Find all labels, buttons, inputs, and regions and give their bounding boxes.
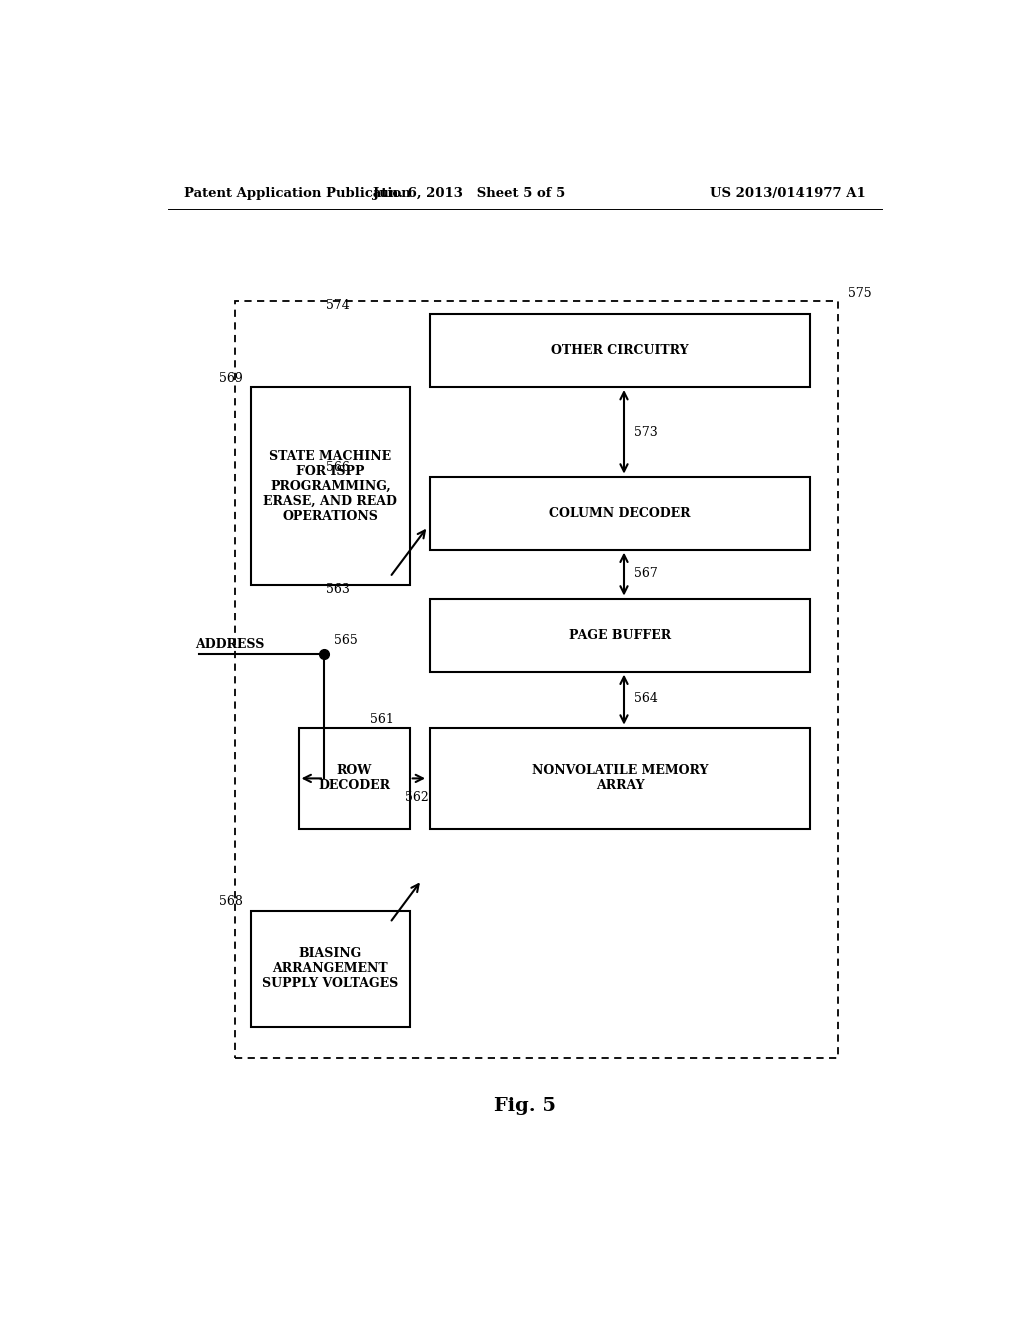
Bar <box>430 477 811 549</box>
Text: 567: 567 <box>634 568 657 581</box>
Text: 564: 564 <box>634 692 657 705</box>
Text: 573: 573 <box>634 426 657 438</box>
Text: 565: 565 <box>334 634 357 647</box>
Bar <box>299 727 410 829</box>
Text: 574: 574 <box>327 298 350 312</box>
Bar <box>251 387 410 585</box>
Text: COLUMN DECODER: COLUMN DECODER <box>549 507 691 520</box>
Bar <box>251 911 410 1027</box>
Text: 561: 561 <box>370 713 394 726</box>
Bar <box>430 727 811 829</box>
Text: STATE MACHINE
FOR ISPP
PROGRAMMING,
ERASE, AND READ
OPERATIONS: STATE MACHINE FOR ISPP PROGRAMMING, ERAS… <box>263 450 397 523</box>
Text: ROW
DECODER: ROW DECODER <box>318 764 390 792</box>
Text: 569: 569 <box>219 372 243 385</box>
Text: NONVOLATILE MEMORY
ARRAY: NONVOLATILE MEMORY ARRAY <box>531 764 709 792</box>
Text: 575: 575 <box>848 286 871 300</box>
Text: ADDRESS: ADDRESS <box>196 639 265 651</box>
Text: PAGE BUFFER: PAGE BUFFER <box>569 628 671 642</box>
Text: 568: 568 <box>219 895 243 908</box>
Text: Patent Application Publication: Patent Application Publication <box>183 187 411 201</box>
Bar <box>430 314 811 387</box>
Text: OTHER CIRCUITRY: OTHER CIRCUITRY <box>551 345 689 356</box>
Bar <box>236 301 839 1057</box>
Text: BIASING
ARRANGEMENT
SUPPLY VOLTAGES: BIASING ARRANGEMENT SUPPLY VOLTAGES <box>262 948 398 990</box>
Text: Fig. 5: Fig. 5 <box>494 1097 556 1114</box>
Text: 566: 566 <box>327 462 350 474</box>
Bar <box>430 598 811 672</box>
Text: US 2013/0141977 A1: US 2013/0141977 A1 <box>711 187 866 201</box>
Text: 563: 563 <box>327 583 350 597</box>
Text: 562: 562 <box>404 791 429 804</box>
Text: Jun. 6, 2013   Sheet 5 of 5: Jun. 6, 2013 Sheet 5 of 5 <box>373 187 565 201</box>
